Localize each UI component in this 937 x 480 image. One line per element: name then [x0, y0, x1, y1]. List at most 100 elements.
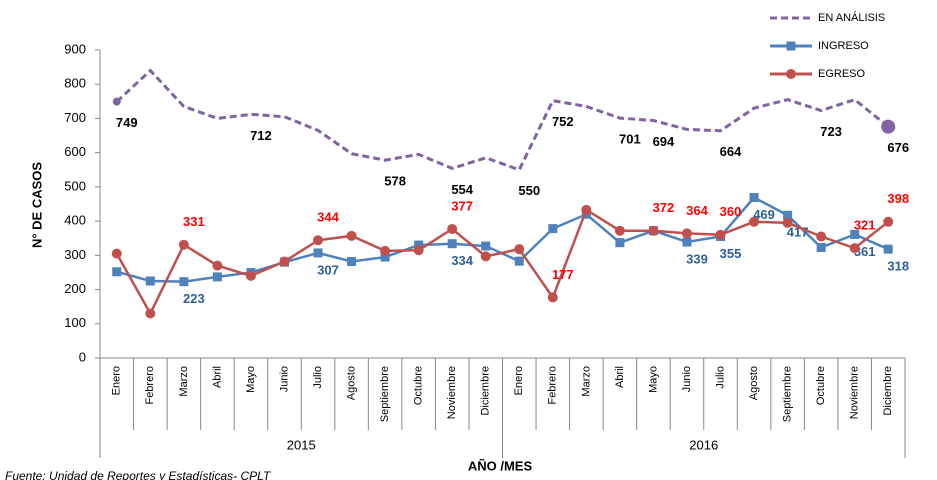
point — [279, 256, 290, 267]
x-tick-label: Abril — [614, 366, 626, 388]
x-tick-label: Julio — [714, 366, 726, 389]
data-label: 364 — [686, 203, 708, 218]
series-line — [115, 68, 890, 172]
data-label: 377 — [451, 198, 473, 213]
y-axis-title: N° DE CASOS — [29, 162, 44, 248]
x-axis-title: AÑO /MES — [468, 458, 533, 473]
point — [447, 239, 457, 249]
x-tick-label: Agosto — [345, 366, 357, 400]
x-tick-label: Julio — [312, 366, 324, 389]
y-tick-label: 600 — [64, 144, 86, 159]
x-tick-label: Mayo — [245, 366, 257, 393]
source-note: Fuente: Unidad de Reportes y Estadística… — [5, 469, 272, 480]
point — [881, 119, 896, 134]
data-label: 339 — [686, 251, 708, 266]
data-label: 664 — [720, 144, 742, 159]
data-label: 752 — [552, 114, 574, 129]
x-tick-label: Diciembre — [882, 366, 894, 416]
x-tick-label: Febrero — [547, 366, 559, 405]
point — [849, 243, 860, 254]
point — [245, 270, 256, 281]
point — [883, 244, 893, 254]
series-line — [115, 207, 890, 317]
data-label: 554 — [451, 182, 473, 197]
data-label: 177 — [552, 267, 574, 282]
data-label: 360 — [720, 204, 742, 219]
point — [145, 308, 156, 319]
data-label: 398 — [887, 191, 909, 206]
group-label: 2016 — [689, 437, 718, 452]
x-tick-label: Diciembre — [480, 366, 492, 416]
point — [614, 225, 625, 236]
data-label: 331 — [183, 214, 205, 229]
y-tick-label: 0 — [79, 349, 86, 364]
data-label: 372 — [653, 200, 675, 215]
x-tick-label: Marzo — [580, 366, 592, 397]
point — [414, 240, 424, 250]
point — [816, 242, 826, 252]
data-label: 223 — [183, 291, 205, 306]
point — [615, 238, 625, 248]
x-tick-label: Mayo — [647, 366, 659, 393]
point — [178, 239, 189, 250]
y-tick-label: 300 — [64, 247, 86, 262]
legend-label: EN ANÁLISIS — [818, 11, 885, 24]
point — [548, 224, 558, 234]
point — [514, 256, 524, 266]
x-tick-label: Abril — [211, 366, 223, 388]
data-label: 550 — [518, 183, 540, 198]
data-label: 355 — [720, 246, 742, 261]
data-label: 469 — [753, 207, 775, 222]
data-label: 701 — [619, 132, 641, 147]
data-label: 723 — [820, 124, 842, 139]
point — [112, 97, 121, 106]
x-tick-label: Septiembre — [379, 366, 391, 422]
legend-marker — [786, 41, 796, 51]
point — [682, 237, 692, 247]
point — [749, 192, 759, 202]
point — [648, 225, 659, 236]
point — [380, 252, 390, 262]
point — [715, 229, 726, 240]
legend-marker — [786, 69, 796, 79]
point — [816, 231, 827, 242]
point — [346, 230, 357, 241]
point — [179, 277, 189, 287]
x-tick-label: Enero — [513, 366, 525, 395]
group-label: 2015 — [287, 437, 316, 452]
x-tick-label: Marzo — [178, 366, 190, 397]
x-tick-label: Octubre — [815, 366, 827, 405]
data-label: 334 — [451, 253, 473, 268]
point — [481, 241, 491, 251]
x-tick-label: Noviembre — [446, 366, 458, 419]
y-tick-label: 200 — [64, 281, 86, 296]
point — [514, 244, 525, 255]
point — [681, 228, 692, 239]
data-label: 712 — [250, 128, 272, 143]
x-tick-label: Noviembre — [849, 366, 861, 419]
y-tick-label: 900 — [64, 41, 86, 56]
x-tick-label: Octubre — [413, 366, 425, 405]
point — [212, 272, 222, 282]
data-label: 676 — [887, 140, 909, 155]
y-tick-label: 800 — [64, 76, 86, 91]
point — [480, 251, 491, 262]
point — [547, 292, 558, 303]
point — [380, 245, 391, 256]
data-label: 749 — [116, 115, 138, 130]
point — [782, 217, 793, 228]
x-tick-label: Septiembre — [782, 366, 794, 422]
point — [413, 245, 424, 256]
y-tick-label: 500 — [64, 178, 86, 193]
x-tick-label: Junio — [278, 366, 290, 392]
point — [112, 267, 122, 277]
x-tick-label: Febrero — [144, 366, 156, 405]
point — [111, 248, 122, 259]
point — [347, 256, 357, 266]
data-label: 318 — [887, 259, 909, 274]
data-label: 321 — [854, 218, 876, 233]
point — [581, 204, 592, 215]
point — [883, 216, 894, 227]
point — [313, 248, 323, 258]
